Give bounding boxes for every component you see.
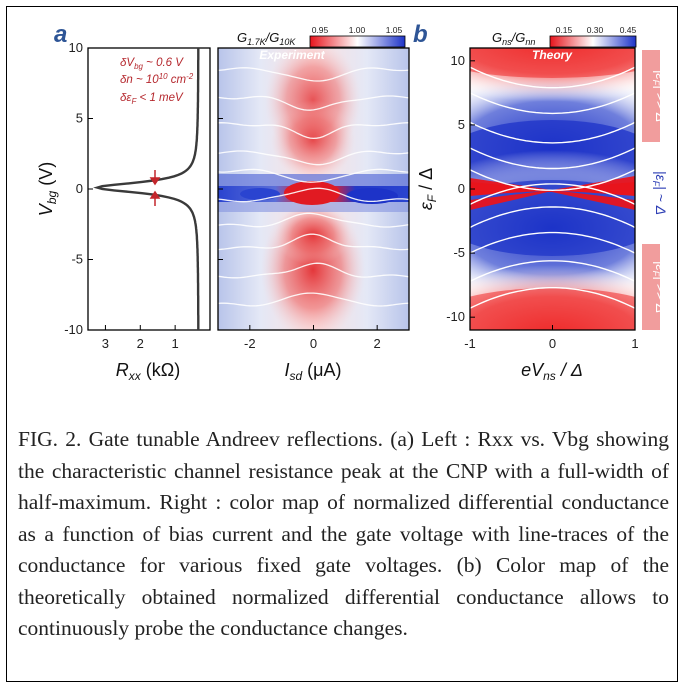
side-band-bot — [642, 244, 660, 330]
rxx-ytick-label: 5 — [76, 111, 83, 126]
th-line-trace — [470, 92, 635, 115]
th-line-trace — [470, 206, 635, 229]
th-line-trace — [470, 183, 635, 206]
side-band-mid — [642, 150, 660, 236]
annot-dvbg: δV — [120, 57, 135, 69]
rxx-xtick-label: 2 — [137, 336, 144, 351]
rxx-xlabel: Rxx (kΩ) — [116, 360, 180, 383]
th-line-trace — [470, 231, 635, 254]
side-label-bot: |εF| >> Δ — [651, 261, 669, 313]
exp-line-trace — [218, 168, 409, 183]
rxx-ylabel: Vbg (V) — [36, 162, 59, 216]
rxx-plot: 10 5 0 -5 -10 3 2 1 δVbg ~ 0.6 V δn ~ 1010 cm-… — [36, 40, 211, 383]
th-colorbar — [549, 35, 637, 48]
experiment-heatmap: Experiment -2 0 2 G1.7K/G10K 0.95 1.00 1.0… — [217, 25, 410, 383]
figure-caption: FIG. 2. Gate tunable Andreev reflections… — [18, 427, 669, 640]
rxx-curve — [93, 48, 200, 330]
th-cb-tick-1: 0.30 — [587, 25, 604, 35]
exp-colorbar-label: G1.7K/G10K — [237, 30, 296, 47]
th-ytick-label: 10 — [451, 53, 465, 68]
exp-xtick-label: -2 — [244, 336, 256, 351]
theory-title: Theory — [532, 48, 573, 62]
rxx-ytick-label: 10 — [69, 40, 83, 55]
exp-line-trace — [218, 292, 409, 307]
th-ytick-label: 0 — [458, 181, 465, 196]
fwhm-arrows — [149, 170, 161, 206]
annot-dn: δn ~ 10 — [120, 74, 159, 86]
th-xlabel: eVns / Δ — [521, 360, 583, 383]
exp-cb-tick-2: 1.05 — [386, 25, 403, 35]
exp-line-trace — [218, 212, 409, 228]
exp-line-trace — [218, 233, 409, 251]
th-colorbar-label: Gns/Gnn — [492, 30, 535, 47]
rxx-xtick-label: 1 — [172, 336, 179, 351]
experiment-title: Experiment — [259, 48, 325, 62]
th-xtick-label: 1 — [631, 336, 638, 351]
side-label-mid: |εF| ~ Δ — [651, 171, 669, 215]
th-ytick-label: 5 — [458, 117, 465, 132]
rxx-ytick-label: -10 — [64, 322, 83, 337]
exp-cb-tick-1: 1.00 — [349, 25, 366, 35]
th-line-trace — [470, 147, 635, 170]
figure-frame — [6, 6, 678, 682]
th-line-trace — [470, 287, 635, 309]
th-line-trace — [470, 121, 635, 144]
exp-colorbar — [309, 35, 406, 48]
th-xtick-label: 0 — [549, 336, 556, 351]
rxx-xtick-label: 3 — [102, 336, 109, 351]
exp-line-trace — [218, 187, 409, 203]
exp-line-trace — [218, 95, 409, 111]
th-line-trace — [470, 169, 635, 192]
exp-line-trace — [218, 150, 409, 166]
panel-label-b: b — [413, 21, 428, 48]
rxx-annotations: δVbg ~ 0.6 V δn ~ 1010 cm-2 δεF < 1 meV — [120, 57, 194, 106]
exp-line-trace — [218, 262, 409, 279]
th-line-trace — [470, 260, 635, 282]
th-xtick-label: -1 — [464, 336, 476, 351]
th-line-trace — [470, 66, 635, 89]
svg-text:δn ~ 1010 cm-2: δn ~ 1010 cm-2 — [120, 72, 194, 86]
annot-deps: δε — [120, 92, 132, 104]
th-ylabel: εF / Δ — [416, 168, 439, 210]
exp-xtick-label: 0 — [310, 336, 317, 351]
exp-xtick-label: 2 — [374, 336, 381, 351]
exp-xlabel: Isd (μA) — [284, 360, 341, 383]
exp-cb-tick-0: 0.95 — [312, 25, 329, 35]
th-ytick-label: -5 — [453, 245, 465, 260]
th-ytick-label: -10 — [446, 309, 465, 324]
side-band-top — [642, 50, 660, 142]
rxx-ytick-label: 0 — [76, 181, 83, 196]
exp-line-trace — [218, 67, 409, 82]
exp-line-trace — [218, 122, 409, 140]
svg-text:δVbg ~ 0.6 V: δVbg ~ 0.6 V — [120, 57, 184, 71]
rxx-ytick-label: -5 — [71, 252, 83, 267]
th-cb-tick-2: 0.45 — [620, 25, 637, 35]
panel-label-a: a — [54, 21, 67, 48]
side-label-top: |εF| >> Δ — [651, 70, 669, 122]
svg-text:δεF < 1 meV: δεF < 1 meV — [120, 92, 184, 106]
th-cb-tick-0: 0.15 — [556, 25, 573, 35]
